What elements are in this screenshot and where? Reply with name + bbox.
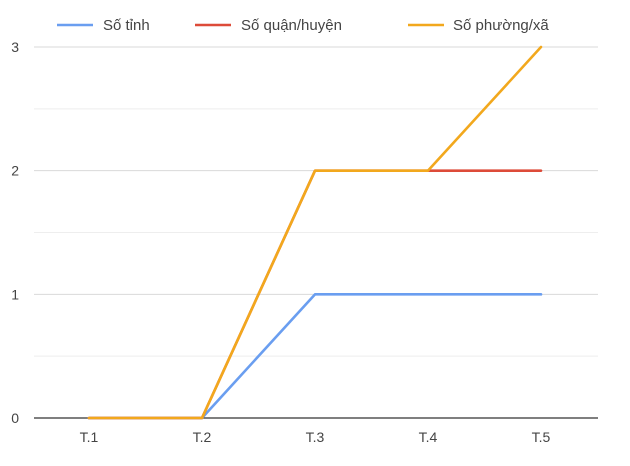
axes: 0 1 2 3 T.1 T.2 T.3 T.4 T.5 [11,39,598,445]
legend-item: Số tỉnh [57,17,150,34]
y-tick-label: 2 [11,163,19,179]
series-lines [87,45,543,420]
legend-item: Số phường/xã [408,17,549,34]
legend-label: Số tỉnh [103,17,150,34]
legend: Số tỉnh Số quận/huyện Số phường/xã [57,17,549,34]
x-tick-label: T.2 [193,429,212,445]
x-tick-label: T.1 [80,429,99,445]
x-tick-label: T.3 [306,429,325,445]
grid [34,46,598,357]
legend-item: Số quận/huyện [195,17,342,34]
legend-label: Số quận/huyện [241,17,342,34]
x-tick-label: T.5 [532,429,551,445]
y-tick-label: 3 [11,39,19,55]
x-tick-label: T.4 [419,429,438,445]
legend-label: Số phường/xã [453,17,549,34]
y-tick-label: 1 [11,286,19,302]
y-tick-label: 0 [11,410,19,426]
